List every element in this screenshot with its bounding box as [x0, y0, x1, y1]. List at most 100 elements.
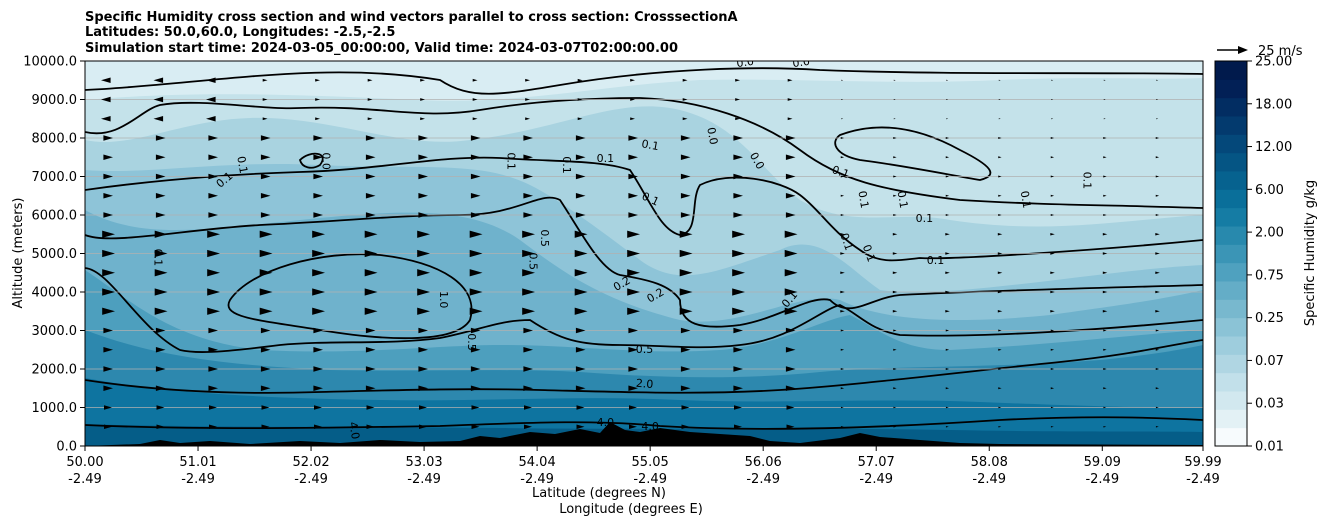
- terrain: [85, 422, 1203, 446]
- wind-vector-0-9: [576, 424, 585, 429]
- wind-vector-1-9: [576, 405, 585, 410]
- wind-vector-8-11: [679, 269, 693, 277]
- colorbar-label: Specific Humidity g/kg: [1303, 180, 1318, 326]
- y-axis-label: Altitude (meters): [11, 198, 26, 309]
- wind-vectors: [101, 77, 1160, 429]
- wind-vector-1-20: [1155, 406, 1159, 409]
- x-tick-lat-1: 51.01: [179, 455, 216, 470]
- x-tick-lat-0: 50.00: [66, 455, 103, 470]
- wind-vector-4-1: [155, 347, 166, 353]
- wind-vector-11-18: [1050, 214, 1055, 216]
- wind-vector-6-5: [364, 307, 378, 315]
- wind-vector-3-5: [365, 366, 376, 372]
- wind-vector-5-18: [1050, 329, 1055, 332]
- colorbar-tick-label-1: 0.03: [1255, 397, 1284, 412]
- wind-vector-15-12: [733, 135, 743, 141]
- wind-vector-2-8: [523, 385, 533, 391]
- wind-vector-5-16: [945, 329, 950, 332]
- y-tick-label-9: 9000.0: [32, 93, 78, 108]
- wind-vector-6-2: [207, 307, 220, 315]
- wind-vector-7-19: [1102, 290, 1108, 294]
- wind-vector-1-13: [786, 405, 795, 410]
- wind-vector-10-18: [1050, 232, 1055, 236]
- wind-vector-3-9: [575, 366, 586, 372]
- wind-vector-8-6: [417, 269, 430, 277]
- wind-vector-2-19: [1103, 387, 1107, 390]
- wind-vector-4-10: [628, 347, 638, 353]
- wind-vector-17-11: [682, 98, 688, 101]
- wind-vector-16-6: [420, 117, 425, 121]
- wind-vector-13-8: [523, 173, 533, 180]
- wind-vector-0-7: [471, 424, 480, 429]
- wind-vector-7-16: [945, 290, 950, 294]
- x-tick-lat-7: 57.07: [858, 455, 895, 470]
- x-tick-lon-4: -2.49: [520, 472, 554, 487]
- wind-vector-4-4: [313, 347, 323, 353]
- wind-vector-13-7: [470, 173, 481, 180]
- contour-label-3: 0.0: [320, 152, 333, 170]
- x-tick-lat-5: 55.05: [632, 455, 669, 470]
- wind-vector-16-1: [153, 116, 164, 122]
- wind-vector-6-4: [312, 307, 325, 315]
- wind-vector-2-4: [313, 385, 323, 391]
- wind-vector-4-18: [1050, 348, 1055, 351]
- wind-vector-18-1: [153, 77, 164, 83]
- wind-vector-1-0: [104, 405, 112, 410]
- wind-vector-2-7: [470, 385, 481, 391]
- wind-vector-9-16: [945, 252, 950, 255]
- wind-vector-8-8: [522, 269, 535, 277]
- wind-vector-6-10: [627, 307, 640, 315]
- wind-vector-10-17: [997, 232, 1003, 236]
- wind-vector-13-3: [260, 173, 271, 180]
- wind-vector-8-3: [259, 269, 273, 277]
- wind-vector-2-16: [945, 387, 950, 390]
- wind-vector-3-1: [155, 366, 166, 372]
- wind-vector-5-10: [628, 327, 638, 334]
- wind-vector-0-4: [314, 424, 322, 429]
- wind-vector-13-9: [575, 173, 586, 180]
- contour-label-17: 0.1: [860, 243, 878, 264]
- contour-label-0: 0.0: [736, 55, 755, 70]
- wind-vector-10-13: [784, 230, 798, 238]
- wind-vector-0-16: [945, 425, 949, 428]
- wind-vector-5-9: [575, 327, 586, 334]
- wind-vector-2-5: [365, 385, 376, 391]
- wind-vector-18-8: [525, 78, 530, 82]
- wind-vector-5-6: [418, 327, 428, 334]
- wind-vector-11-9: [575, 212, 586, 218]
- wind-vector-10-3: [259, 230, 273, 238]
- wind-vector-2-6: [418, 385, 428, 391]
- wind-vector-5-3: [260, 327, 271, 334]
- y-tick-label-2: 2000.0: [32, 363, 78, 378]
- wind-vector-14-3: [260, 154, 271, 160]
- wind-vector-7-1: [154, 288, 168, 296]
- wind-vector-1-4: [314, 405, 322, 410]
- wind-vector-4-2: [208, 347, 218, 353]
- wind-vector-7-7: [469, 288, 483, 296]
- colorbar-segment-17: [1215, 116, 1247, 135]
- wind-vector-16-20: [1156, 118, 1159, 120]
- wind-vector-15-3: [260, 135, 271, 141]
- wind-vector-10-9: [574, 230, 588, 238]
- wind-vector-17-12: [735, 98, 740, 101]
- contour-label-20: 0.1: [1018, 190, 1034, 209]
- wind-vector-15-1: [155, 135, 166, 141]
- wind-vector-14-8: [523, 154, 533, 160]
- wind-vector-3-20: [1155, 368, 1160, 370]
- wind-vector-4-0: [103, 347, 113, 353]
- wind-vector-6-19: [1102, 309, 1108, 313]
- wind-vector-9-9: [574, 249, 588, 258]
- colorbar-segment-3: [1215, 372, 1247, 392]
- wind-vector-9-1: [154, 249, 168, 258]
- y-tick-label-10: 10000.0: [23, 55, 77, 70]
- wind-vector-8-20: [1155, 271, 1160, 275]
- y-axis: 0.0 1000.0 2000.0 3000.0 4000.0 5000.0 6000.0 7…: [23, 55, 85, 455]
- y-tick-label-4: 4000.0: [32, 286, 78, 301]
- wind-vector-10-15: [892, 232, 898, 236]
- wind-vector-14-1: [155, 154, 166, 160]
- wind-vector-11-10: [628, 212, 638, 218]
- contour-label-15: 0.1: [916, 212, 934, 225]
- wind-vector-8-16: [945, 271, 950, 275]
- wind-vector-1-8: [524, 405, 532, 410]
- wind-vector-12-16: [945, 194, 950, 197]
